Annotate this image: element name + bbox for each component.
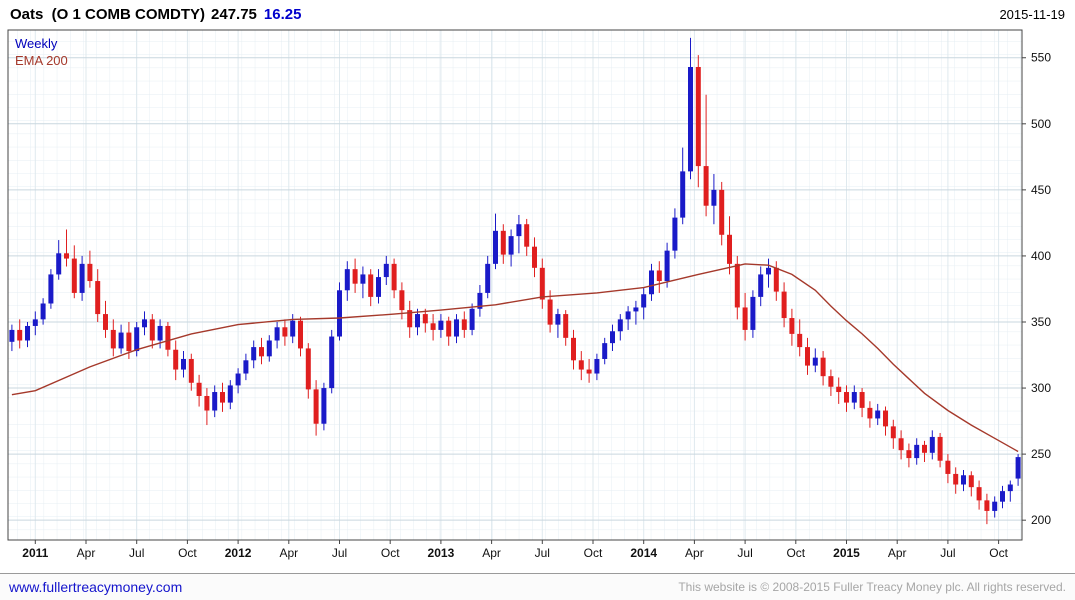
- svg-text:Apr: Apr: [888, 546, 907, 560]
- svg-text:400: 400: [1031, 249, 1051, 263]
- svg-text:Oct: Oct: [381, 546, 400, 560]
- instrument-header: Oats (O 1 COMB COMDTY) 247.75 16.25: [10, 6, 301, 23]
- price-chart: 200 250 300 350 400 450 500 550 2011 Apr Jul Oct 201…: [7, 29, 1051, 560]
- svg-text:550: 550: [1031, 51, 1051, 65]
- svg-text:200: 200: [1031, 513, 1051, 527]
- svg-text:300: 300: [1031, 381, 1051, 395]
- price-change: 16.25: [263, 5, 302, 23]
- svg-text:Jul: Jul: [940, 546, 955, 560]
- svg-text:2012: 2012: [225, 546, 252, 560]
- footer-copyright: This website is © 2008-2015 Fuller Treac…: [678, 580, 1066, 594]
- svg-text:2014: 2014: [630, 546, 657, 560]
- footer-website-link[interactable]: www.fullertreacymoney.com: [9, 579, 183, 595]
- svg-text:Oct: Oct: [786, 546, 805, 560]
- svg-text:2011: 2011: [22, 546, 48, 560]
- svg-text:Apr: Apr: [279, 546, 298, 560]
- svg-text:500: 500: [1031, 117, 1051, 131]
- instrument-title: Oats (O 1 COMB COMDTY): [10, 5, 206, 23]
- chart-header: Oats (O 1 COMB COMDTY) 247.75 16.25 2015…: [0, 0, 1075, 28]
- svg-text:Jul: Jul: [129, 546, 144, 560]
- svg-text:2015: 2015: [833, 546, 860, 560]
- footer: www.fullertreacymoney.com This website i…: [0, 573, 1075, 600]
- svg-text:Oct: Oct: [584, 546, 603, 560]
- svg-text:Jul: Jul: [737, 546, 752, 560]
- svg-text:2013: 2013: [428, 546, 455, 560]
- svg-text:Apr: Apr: [685, 546, 704, 560]
- svg-text:Apr: Apr: [482, 546, 501, 560]
- svg-text:250: 250: [1031, 447, 1051, 461]
- svg-text:Oct: Oct: [178, 546, 197, 560]
- svg-text:Apr: Apr: [77, 546, 96, 560]
- svg-text:Oct: Oct: [989, 546, 1008, 560]
- chart-date: 2015-11-19: [999, 6, 1065, 22]
- svg-text:450: 450: [1031, 183, 1051, 197]
- last-price: 247.75: [211, 5, 257, 23]
- svg-text:Jul: Jul: [332, 546, 347, 560]
- svg-text:Jul: Jul: [535, 546, 550, 560]
- svg-text:350: 350: [1031, 315, 1051, 329]
